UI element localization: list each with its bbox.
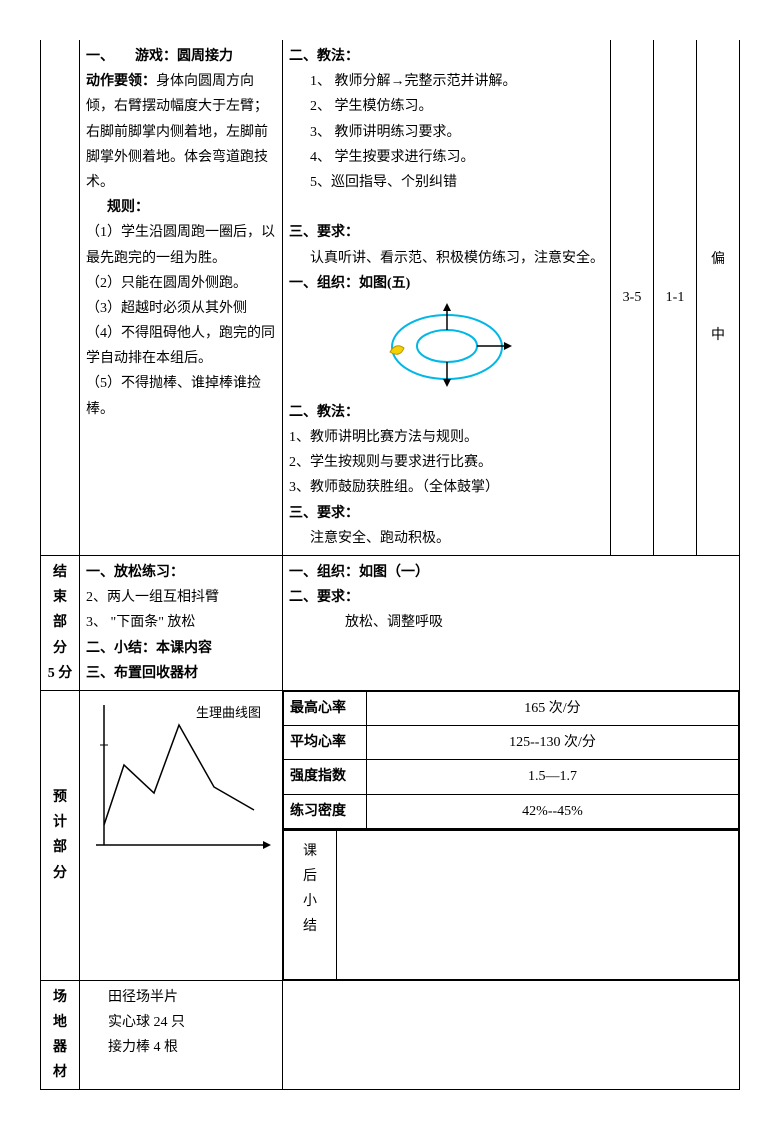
stat-label-1: 最高心率: [284, 691, 367, 725]
req2-h: 三、要求：: [289, 501, 604, 526]
m5: 5、巡回指导、个别纠错: [289, 170, 604, 195]
rule-1: （1）学生沿圆周跑一圈后，以最先跑完的一组为胜。: [86, 220, 276, 270]
x-axis-arrow: [263, 841, 271, 849]
stats-table: 最高心率 165 次/分 平均心率 125--130 次/分 强度指数 1.5—…: [283, 691, 739, 829]
stat-row-4: 练习密度 42%--45%: [284, 794, 739, 828]
key-text: 身体向圆周方向倾，右臂摆动幅度大于左臂；右脚前脚掌内侧着地，左脚前脚掌外侧着地。…: [86, 74, 268, 190]
intensity-b: 中: [703, 323, 733, 348]
col-intensity: 偏 中: [697, 40, 740, 556]
stat-val-3: 1.5—1.7: [367, 760, 739, 794]
end-org-h: 一、组织：如图（一）: [289, 560, 733, 585]
rule-3: （3）超越时必须从其外侧: [86, 296, 276, 321]
method-h1: 二、教法：: [289, 44, 604, 69]
summary-h: 二、小结：本课内容: [86, 636, 276, 661]
ending-row: 结 束 部 分 5 分 一、放松练习： 2、两人一组互相抖臂 3、 "下面条" …: [41, 556, 740, 691]
rule-2: （2）只能在圆周外侧跑。: [86, 271, 276, 296]
req2-text: 注意安全、跑动积极。: [289, 526, 604, 551]
equipment-row: 场 地 器 材 田径场半片 实心球 24 只 接力棒 4 根: [41, 980, 740, 1090]
notes-label: 课 后 小 结: [284, 830, 337, 979]
m2-3: 3、教师鼓励获胜组。（全体鼓掌）: [289, 475, 604, 500]
req-h: 三、要求：: [289, 220, 604, 245]
notes-content: [337, 830, 739, 979]
equip-3: 接力棒 4 根: [108, 1035, 276, 1060]
relax-1: 2、两人一组互相抖臂: [86, 585, 276, 610]
chart-cell: 生理曲线图: [80, 690, 283, 980]
m2: 2、 学生模仿练习。: [289, 94, 604, 119]
notes-cell: 课 后 小 结: [283, 829, 740, 980]
stat-val-4: 42%--45%: [367, 794, 739, 828]
stat-row-2: 平均心率 125--130 次/分: [284, 726, 739, 760]
col-times: 3-5: [611, 40, 654, 556]
stat-label-3: 强度指数: [284, 760, 367, 794]
chart-title: 生理曲线图: [196, 705, 261, 720]
lesson-plan-page: 一、 游戏：圆周接力 动作要领：身体向圆周方向倾，右臂摆动幅度大于左臂；右脚前脚…: [40, 40, 740, 1090]
method-column: 二、教法： 1、 教师分解→完整示范并讲解。 2、 学生模仿练习。 3、 教师讲…: [283, 40, 611, 556]
content-row-1: 一、 游戏：圆周接力 动作要领：身体向圆周方向倾，右臂摆动幅度大于左臂；右脚前脚…: [41, 40, 740, 556]
stat-row-1: 最高心率 165 次/分: [284, 691, 739, 725]
end-req-text: 放松、调整呼吸: [289, 610, 733, 635]
org-h: 一、组织：如图(五): [289, 271, 604, 296]
col-reps: 1-1: [654, 40, 697, 556]
equip-list: 田径场半片 实心球 24 只 接力棒 4 根: [80, 980, 283, 1090]
relax-2: 3、 "下面条" 放松: [86, 610, 276, 635]
arrow-up-head: [443, 303, 451, 311]
section-label-empty: [41, 40, 80, 556]
equip-right-empty: [283, 980, 740, 1090]
m2-1: 1、教师讲明比赛方法与规则。: [289, 425, 604, 450]
key-label: 动作要领：: [86, 74, 156, 89]
rule-4: （4）不得阻碍他人，跑完的同学自动排在本组后。: [86, 321, 276, 371]
req-text: 认真听讲、看示范、积极模仿练习，注意安全。: [289, 246, 604, 271]
equip-2: 实心球 24 只: [108, 1010, 276, 1035]
forecast-label: 预 计 部 分: [41, 690, 80, 980]
m1: 1、 教师分解→完整示范并讲解。: [289, 69, 604, 94]
inner-ellipse: [417, 330, 477, 362]
arrow-right-head: [504, 342, 512, 350]
ending-method: 一、组织：如图（一） 二、要求： 放松、调整呼吸: [283, 556, 740, 691]
intensity-a: 偏: [703, 247, 733, 272]
stat-label-4: 练习密度: [284, 794, 367, 828]
stat-label-2: 平均心率: [284, 726, 367, 760]
ending-label: 结 束 部 分 5 分: [41, 556, 80, 691]
equip-h: 三、布置回收器材: [86, 661, 276, 686]
curve-line: [104, 725, 254, 825]
m4: 4、 学生按要求进行练习。: [289, 145, 604, 170]
rule-5: （5）不得抛棒、谁掉棒谁捡棒。: [86, 371, 276, 421]
method2-h: 二、教法：: [289, 400, 604, 425]
rules-title: 规则：: [86, 195, 276, 220]
arrow-down-head: [443, 379, 451, 387]
key-points: 动作要领：身体向圆周方向倾，右臂摆动幅度大于左臂；右脚前脚掌内侧着地，左脚前脚掌…: [86, 69, 276, 195]
m3: 3、 教师讲明练习要求。: [289, 120, 604, 145]
forecast-row: 预 计 部 分 生理曲线图 最高心率 165 次/分 平均心率 125--130…: [41, 690, 740, 829]
physio-chart: 生理曲线图: [86, 695, 276, 865]
stat-val-2: 125--130 次/分: [367, 726, 739, 760]
stats-cell: 最高心率 165 次/分 平均心率 125--130 次/分 强度指数 1.5—…: [283, 690, 740, 829]
notes-inner: 课 后 小 结: [283, 830, 739, 980]
ending-activity: 一、放松练习： 2、两人一组互相抖臂 3、 "下面条" 放松 二、小结：本课内容…: [80, 556, 283, 691]
stat-val-1: 165 次/分: [367, 691, 739, 725]
stat-row-3: 强度指数 1.5—1.7: [284, 760, 739, 794]
m2-2: 2、学生按规则与要求进行比赛。: [289, 450, 604, 475]
relax-h: 一、放松练习：: [86, 560, 276, 585]
game-title: 一、 游戏：圆周接力: [86, 44, 276, 69]
equip-label: 场 地 器 材: [41, 980, 80, 1090]
ellipse-diagram: [367, 300, 527, 390]
equip-1: 田径场半片: [108, 985, 276, 1010]
main-table: 一、 游戏：圆周接力 动作要领：身体向圆周方向倾，右臂摆动幅度大于左臂；右脚前脚…: [40, 40, 740, 1090]
end-req-h: 二、要求：: [289, 585, 733, 610]
activity-column: 一、 游戏：圆周接力 动作要领：身体向圆周方向倾，右臂摆动幅度大于左臂；右脚前脚…: [80, 40, 283, 556]
